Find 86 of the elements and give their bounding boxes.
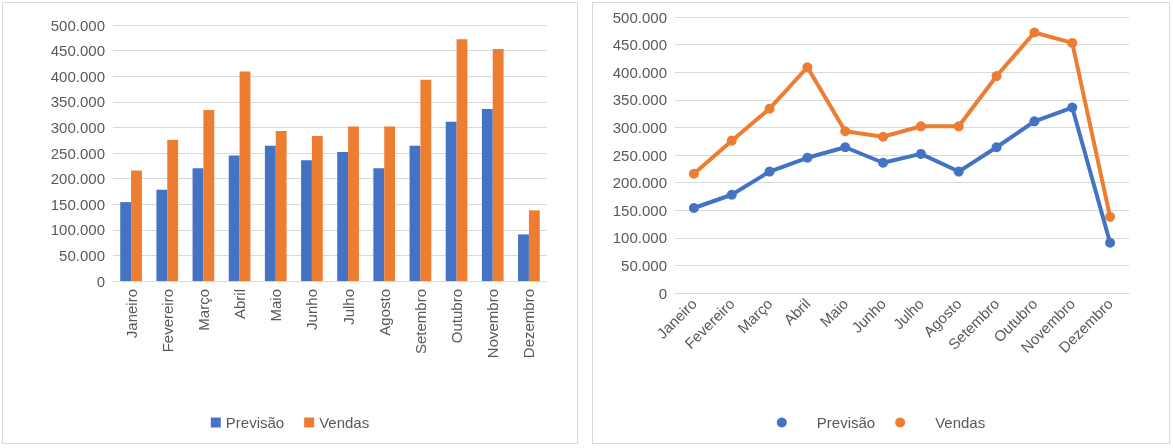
point [915,121,926,132]
bar [528,210,540,281]
x-tick-label: Abril [231,289,249,320]
legend-label: Vendas [319,414,370,431]
y-tick-label: 400.000 [50,67,105,85]
y-tick-label: 400.000 [612,63,667,81]
x-tick-label: Agosto [375,289,393,336]
bar [192,168,204,281]
y-tick-label: 450.000 [50,42,105,60]
y-tick-label: 50.000 [59,246,105,264]
bar [239,71,251,281]
y-tick-label: 450.000 [612,36,667,54]
bar [518,234,529,281]
point [1067,37,1078,48]
bar [420,79,432,281]
y-tick-label: 500.000 [50,16,105,34]
bar [337,151,349,281]
y-tick-label: 150.000 [50,195,105,213]
point [840,142,851,153]
point [991,71,1002,82]
y-tick-label: 300.000 [612,118,667,136]
point [878,131,889,142]
bar [120,202,132,281]
x-tick-label: Junho [303,289,321,330]
y-tick-label: 500.000 [612,8,667,26]
y-tick-label: 300.000 [50,118,105,136]
x-tick-label: Setembro [411,289,429,355]
bar [348,126,359,281]
bar [409,145,421,281]
point [726,189,737,200]
legend-label: Previsão [225,414,285,431]
point [953,121,964,132]
point [1105,237,1116,248]
y-tick-label: 250.000 [612,146,667,164]
bar [301,160,312,281]
y-tick-label: 250.000 [50,144,105,162]
y-tick-label: 100.000 [612,229,667,247]
x-tick-label: Julho [339,289,357,325]
y-tick-label: 50.000 [621,256,667,274]
x-tick-label: Dezembro [520,289,538,359]
point [764,166,775,177]
x-tick-label: Fevereiro [158,289,176,353]
bar [492,49,504,281]
bar [203,109,215,281]
bar [384,126,396,281]
x-tick-label: Outubro [448,289,466,344]
point [726,135,737,146]
y-tick-label: 150.000 [612,201,667,219]
point [802,152,813,163]
point [802,62,813,73]
bar [156,189,168,281]
bar [275,130,287,281]
point [688,168,699,179]
bar [445,121,457,281]
x-tick-label: Novembro [484,289,502,359]
y-tick-label: 0 [658,284,667,302]
y-tick-label: 350.000 [612,91,667,109]
point [840,126,851,137]
bar [456,39,468,281]
x-tick-label: Março [194,289,212,331]
legend-label: Previsão [816,414,876,431]
bar [311,136,323,281]
point [688,202,699,213]
point [1105,211,1116,222]
point [1029,27,1040,38]
y-tick-label: 0 [96,272,105,290]
y-tick-label: 200.000 [612,174,667,192]
bar [264,145,276,281]
bar [373,168,385,281]
legend-label: Vendas [935,414,986,431]
bar [228,155,240,281]
y-tick-label: 350.000 [50,93,105,111]
point [878,157,889,168]
y-tick-label: 100.000 [50,221,105,239]
bar [131,170,142,281]
y-tick-label: 200.000 [50,170,105,188]
point [991,142,1002,153]
bar [167,139,179,281]
point [1067,102,1078,113]
point [1029,116,1040,127]
point [764,103,775,114]
x-tick-label: Maio [267,289,285,322]
point [953,166,964,177]
bar [481,108,493,281]
x-tick-label: Janeiro [122,289,140,339]
point [915,148,926,159]
